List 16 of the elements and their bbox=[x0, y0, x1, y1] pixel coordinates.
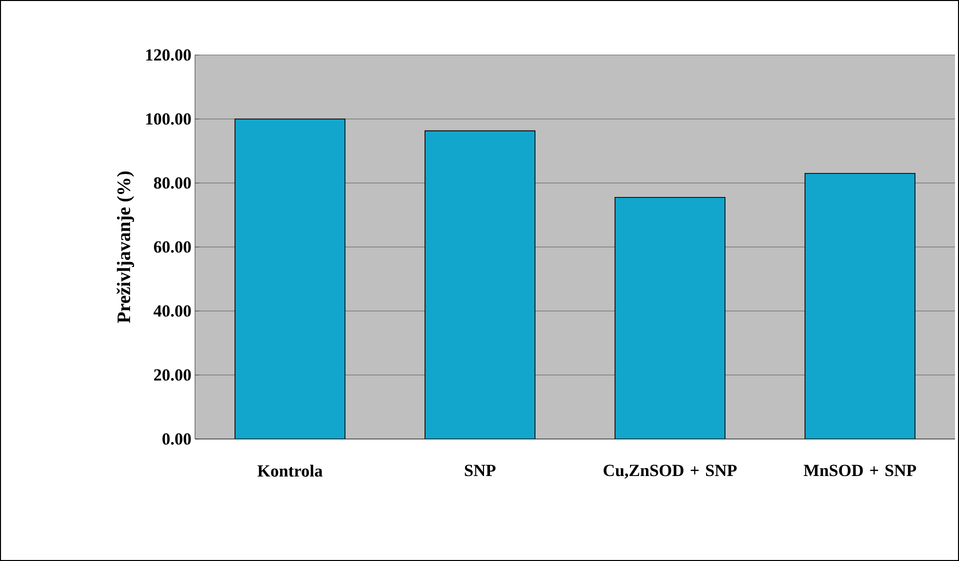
y-tick-label: 20.00 bbox=[154, 369, 191, 381]
y-tick-label: 40.00 bbox=[154, 305, 191, 317]
bar bbox=[614, 197, 726, 439]
y-tick-label: 0.00 bbox=[162, 433, 191, 445]
bar bbox=[234, 118, 346, 439]
bar bbox=[804, 172, 916, 439]
x-tick-label: Cu,ZnSOD + SNP bbox=[604, 464, 737, 479]
y-tick-label: 120.00 bbox=[146, 49, 191, 61]
y-tick-label: 100.00 bbox=[146, 113, 191, 125]
y-axis-title: Preživljavanje (%) bbox=[116, 172, 134, 323]
bar bbox=[424, 130, 536, 439]
x-tick-label: Kontrola bbox=[258, 464, 323, 477]
x-tick-label: SNP bbox=[464, 464, 496, 476]
x-tick-label: MnSOD + SNP bbox=[804, 464, 916, 476]
y-tick-label: 60.00 bbox=[154, 241, 191, 253]
y-tick-label: 80.00 bbox=[154, 177, 191, 189]
